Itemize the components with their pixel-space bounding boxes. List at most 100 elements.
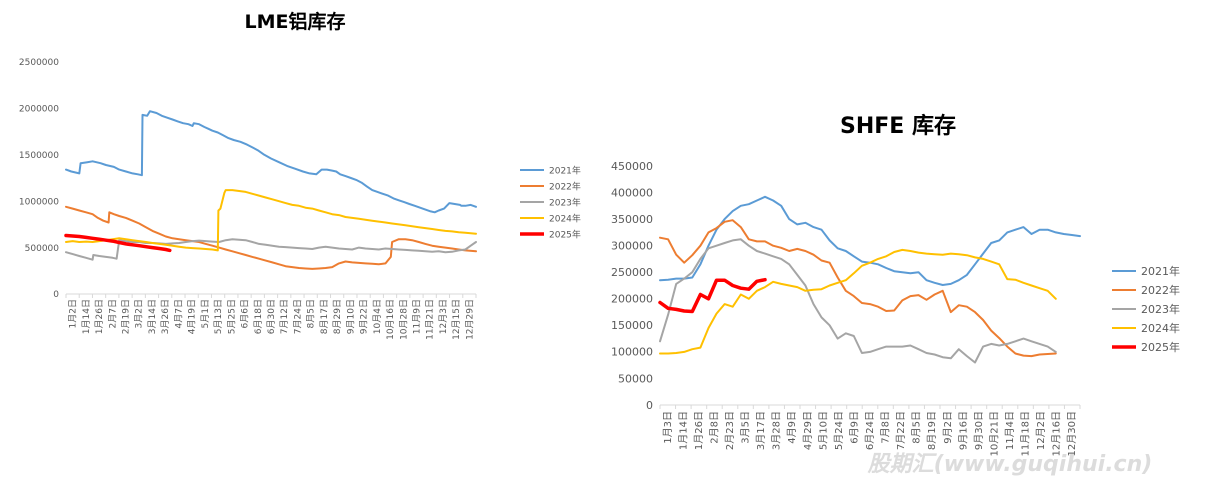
shfe-x-tick-label: 1月3日 [662,411,674,444]
lme-series-2025 [64,233,172,253]
shfe-x-tick-label: 3月17日 [755,411,767,450]
shfe-x-tick-label: 10月21日 [988,411,1000,456]
lme-x-tick-label: 10月4日 [372,299,383,334]
lme-x-tick-label: 1月26日 [94,299,105,334]
lme-legend-label: 2023年 [549,196,581,208]
shfe-x-tick-label: 12月2日 [1035,411,1047,450]
shfe-legend: 2021年 2022年 2023年 2024年 2025年 [1112,264,1180,354]
lme-x-tick-label: 9月22日 [359,299,370,334]
shfe-axes: 0 50000 100000 150000 200000 250000 300000 3500… [611,160,1081,456]
lme-chart: LME铝库存 0 500000 1000000 1500000 2000000 25000… [19,10,581,340]
lme-legend-label: 2025年 [549,228,581,240]
shfe-series-group [658,195,1081,364]
shfe-x-tick-label: 12月16日 [1051,411,1063,456]
shfe-legend-label: 2023年 [1141,302,1180,316]
shfe-x-tick-label: 3月28日 [771,411,783,450]
shfe-y-tick-label: 50000 [618,372,653,385]
shfe-y-tick-label: 400000 [611,186,653,199]
shfe-legend-label: 2021年 [1141,264,1180,278]
shfe-x-tick-label: 7月22日 [895,411,907,450]
lme-series-2022 [65,205,477,270]
lme-y-tick-label: 1500000 [19,151,59,161]
lme-series-2024 [65,189,477,252]
lme-x-tick-label: 4月7日 [173,299,184,328]
lme-x-tick-label: 7月24日 [292,299,303,334]
shfe-series-2021 [659,195,1081,286]
lme-legend-label: 2021年 [549,164,581,176]
shfe-y-tick-label: 350000 [611,213,653,226]
shfe-x-tick-label: 11月4日 [1004,411,1016,450]
shfe-series-2025 [658,277,767,314]
lme-x-tick-label: 4月19日 [187,299,198,334]
shfe-x-tick-label: 7月8日 [880,411,892,444]
lme-series-2021 [65,110,477,214]
lme-x-tick-label: 5月13日 [213,299,224,334]
lme-legend: 2021年 2022年 2023年 2024年 2025年 [520,164,581,240]
shfe-x-tick-label: 1月26日 [693,411,705,450]
shfe-x-tick-label: 1月14日 [677,411,689,450]
lme-x-tick-label: 7月12日 [279,299,290,334]
lme-x-tick-label: 8月5日 [306,299,317,328]
shfe-series-2023 [659,238,1057,364]
lme-y-tick-label: 2000000 [19,105,59,115]
lme-x-tick-label: 9月10日 [345,299,356,334]
lme-x-tick-label: 5月1日 [200,299,211,328]
lme-x-tick-label: 1月2日 [68,299,79,328]
shfe-chart: SHFE 库存 0 50000 100000 150000 200000 250000 30… [611,113,1180,456]
shfe-x-tick-label: 8月19日 [926,411,938,450]
lme-x-tick-label: 10月28日 [398,299,409,340]
lme-y-tick-label: 0 [53,290,59,300]
lme-y-tick-label: 2500000 [19,58,59,68]
lme-x-tick-label: 6月18日 [253,299,264,334]
shfe-chart-title: SHFE 库存 [840,113,956,139]
shfe-x-tick-label: 5月24日 [833,411,845,450]
shfe-y-tick-label: 0 [646,399,653,412]
shfe-y-tick-label: 250000 [611,266,653,279]
lme-x-tick-label: 5月25日 [226,299,237,334]
shfe-x-tick-label: 3月5日 [740,411,752,444]
shfe-x-tick-label: 2月23日 [724,411,736,450]
shfe-series-2022 [659,219,1057,358]
lme-x-tick-label: 11月21日 [425,299,436,340]
lme-x-tick-label: 12月3日 [438,299,449,334]
shfe-x-tick-label: 5月10日 [817,411,829,450]
shfe-x-tick-label: 2月8日 [708,411,720,444]
lme-x-tick-label: 12月29日 [464,299,475,340]
shfe-y-tick-label: 200000 [611,293,653,306]
lme-series-2023 [65,238,477,261]
lme-x-tick-label: 10月16日 [385,299,396,340]
lme-x-tick-label: 2月19日 [121,299,132,334]
shfe-y-tick-label: 150000 [611,319,653,332]
lme-y-tick-label: 500000 [25,244,60,254]
shfe-x-tick-label: 6月9日 [848,411,860,444]
lme-x-tick-label: 3月14日 [147,299,158,334]
lme-x-tick-label: 1月14日 [81,299,92,334]
lme-x-tick-label: 11月9日 [411,299,422,334]
lme-x-tick-label: 6月30日 [266,299,277,334]
shfe-x-tick-label: 9月30日 [973,411,985,450]
shfe-x-tick-label: 4月9日 [786,411,798,444]
shfe-x-tick-label: 9月2日 [942,411,954,444]
shfe-x-tick-label: 8月5日 [911,411,923,444]
watermark-text: 股期汇(www.guqihui.cn) [867,452,1153,477]
shfe-series-2024 [659,248,1057,355]
lme-x-tick-label: 8月17日 [319,299,330,334]
shfe-y-tick-label: 300000 [611,240,653,253]
shfe-x-tick-label: 9月16日 [957,411,969,450]
shfe-x-tick-label: 4月29日 [802,411,814,450]
shfe-legend-label: 2025年 [1141,340,1180,354]
lme-series-group [64,110,477,270]
lme-legend-label: 2022年 [549,180,581,192]
lme-x-tick-label: 3月2日 [134,299,145,328]
lme-legend-label: 2024年 [549,212,581,224]
lme-y-tick-label: 1000000 [19,197,59,207]
lme-x-tick-label: 6月6日 [240,299,251,328]
shfe-y-tick-label: 450000 [611,160,653,173]
lme-x-tick-label: 8月29日 [332,299,343,334]
shfe-legend-label: 2024年 [1141,321,1180,335]
lme-x-tick-label: 12月15日 [451,299,462,340]
lme-x-tick-label: 3月26日 [160,299,171,334]
shfe-legend-label: 2022年 [1141,283,1180,297]
